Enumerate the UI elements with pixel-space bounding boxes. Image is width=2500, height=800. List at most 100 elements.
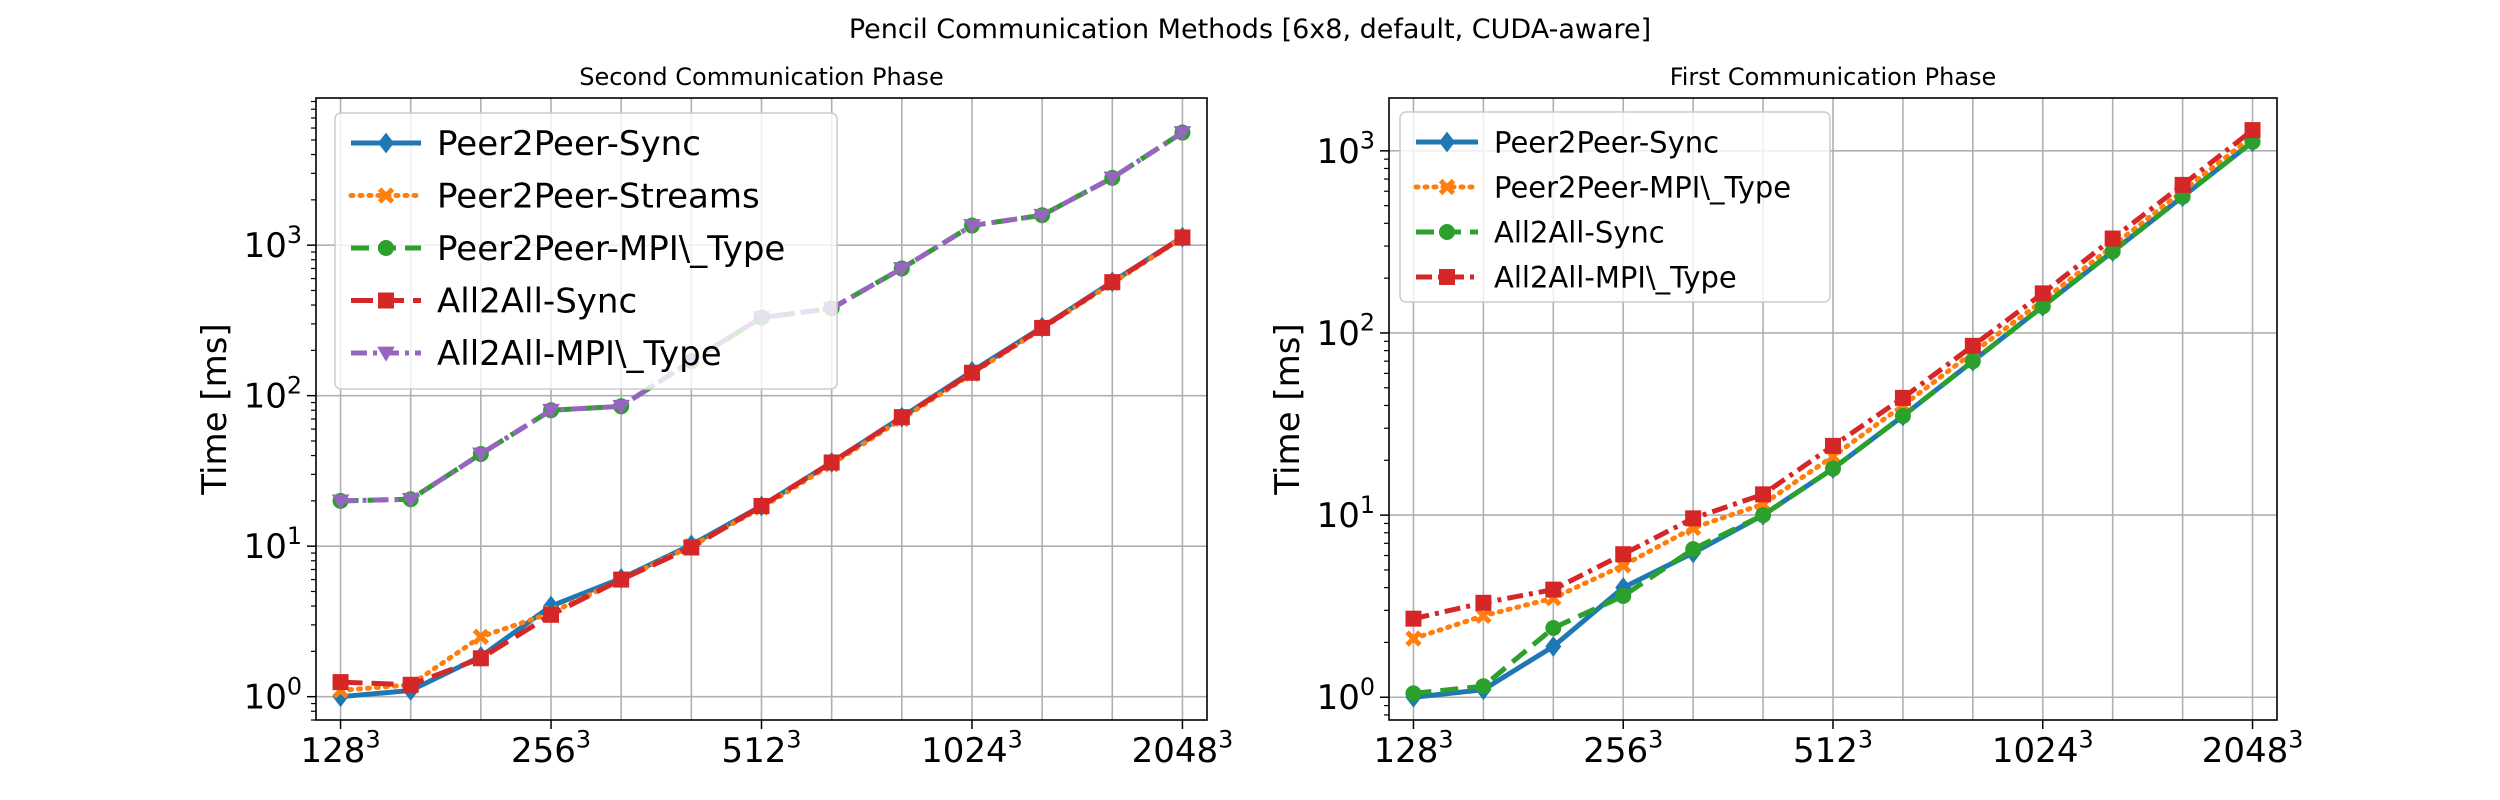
data-point	[1475, 607, 1492, 624]
data-point	[1825, 460, 1841, 477]
x-tick-label: 2563	[511, 726, 591, 771]
legend-item: Peer2Peer-Streams	[348, 177, 760, 217]
data-point	[613, 571, 630, 588]
y-tick-label: 103	[1317, 127, 1375, 172]
data-point	[893, 262, 911, 278]
data-point	[542, 403, 560, 420]
data-point	[1964, 337, 1981, 354]
y-tick-label: 101	[244, 522, 302, 567]
data-point	[332, 674, 349, 691]
data-point	[1174, 229, 1191, 246]
x-tick-label: 1283	[1373, 726, 1453, 771]
data-point	[472, 650, 489, 667]
legend-item: All2All-Sync	[1416, 215, 1665, 249]
series-all2all-sync	[1405, 133, 2261, 702]
legend: Peer2Peer-Sync Peer2Peer-MPI\_Type All2All…	[1399, 111, 1831, 303]
legend-item: Peer2Peer-MPI\_Type	[1413, 170, 1791, 204]
data-point	[1685, 541, 1702, 558]
data-point	[1545, 636, 1562, 657]
data-point	[1755, 486, 1772, 503]
legend-marker	[377, 346, 395, 362]
legend-marker	[1439, 269, 1455, 285]
data-point	[402, 676, 419, 693]
data-point	[683, 539, 700, 556]
legend-item: All2All-MPI\_Type	[1416, 260, 1737, 294]
legend-box	[1399, 111, 1831, 303]
x-tick-label: 10243	[1992, 726, 2094, 771]
legend-marker	[1439, 224, 1455, 240]
legend-marker	[378, 292, 394, 309]
legend-item: Peer2Peer-MPI\_Type	[351, 229, 785, 269]
legend: Peer2Peer-Sync Peer2Peer-Streams Peer2Peer…	[334, 112, 838, 390]
legend-label: All2All-Sync	[1494, 215, 1665, 249]
chart-first-phase: 100 101 102 103 1283 2563 5123 10243 20483 First …	[1268, 63, 2303, 771]
chart-title: First Communication Phase	[1670, 63, 1997, 91]
y-axis-label: Time [ms]	[1268, 323, 1308, 495]
x-tick-label: 20483	[1132, 726, 1234, 771]
data-point	[1894, 408, 1911, 425]
data-point	[1103, 171, 1122, 187]
legend-label: Peer2Peer-Sync	[437, 124, 701, 164]
y-tick-label: 102	[244, 371, 302, 416]
plot-frame	[1388, 97, 2278, 721]
legend-label: All2All-MPI\_Type	[1494, 260, 1737, 294]
legend-item: All2All-Sync	[351, 282, 637, 322]
data-point	[1615, 587, 1632, 604]
legend-label: Peer2Peer-MPI\_Type	[437, 229, 785, 269]
x-tick-label: 2563	[1583, 726, 1663, 771]
data-point	[1405, 610, 1422, 627]
data-point	[2034, 285, 2051, 302]
data-point	[1104, 274, 1121, 291]
x-tick-label: 5123	[1793, 726, 1873, 771]
chart-title: Second Communication Phase	[579, 63, 943, 91]
legend-marker	[378, 132, 394, 154]
data-point	[1685, 510, 1702, 527]
data-point	[963, 219, 981, 235]
legend-label: Peer2Peer-MPI\_Type	[1494, 170, 1791, 204]
data-point	[753, 497, 770, 514]
x-tick-label: 1283	[301, 726, 381, 771]
data-point	[963, 364, 980, 381]
data-point	[1405, 630, 1422, 647]
legend-label: All2All-Sync	[437, 282, 637, 322]
x-tick-label: 20483	[2202, 726, 2304, 771]
data-point	[2244, 122, 2261, 139]
y-tick-label: 102	[1317, 309, 1375, 354]
legend-marker	[1439, 131, 1455, 153]
legend-box	[334, 112, 838, 390]
data-point	[1755, 507, 1772, 524]
data-point	[612, 399, 630, 416]
data-point	[1964, 353, 1981, 370]
chart-second-phase: 100 101 102 103 1283 2563 5123 10243 20483 Second…	[195, 63, 1233, 771]
legend-label: All2All-MPI\_Type	[437, 334, 722, 374]
y-tick-label: 100	[244, 672, 302, 717]
data-point	[1475, 594, 1492, 611]
figure-title: Pencil Communication Methods [6x8, defau…	[849, 14, 1651, 45]
data-point	[1545, 619, 1562, 636]
data-point	[2104, 243, 2121, 260]
legend-marker	[378, 240, 394, 256]
legend-label: Peer2Peer-Streams	[437, 177, 760, 217]
data-point	[401, 492, 420, 509]
data-point	[1894, 389, 1911, 406]
data-point	[1033, 208, 1051, 225]
series-all2all-sync	[332, 229, 1191, 693]
legend-item: Peer2Peer-Sync	[1416, 125, 1719, 159]
legend-item: Peer2Peer-Sync	[351, 124, 701, 164]
data-point	[543, 606, 560, 623]
data-point	[1475, 678, 1492, 695]
legend-marker	[377, 187, 395, 204]
legend-item: All2All-MPI\_Type	[351, 334, 722, 374]
y-axis-label: Time [ms]	[195, 323, 235, 495]
data-point	[2174, 176, 2191, 193]
legend-marker	[1438, 178, 1456, 196]
data-point	[1825, 437, 1841, 454]
y-tick-label: 101	[1317, 491, 1375, 536]
plot-frame	[315, 97, 1208, 721]
data-point	[893, 409, 910, 426]
data-point	[472, 628, 490, 645]
data-point	[331, 494, 350, 510]
series-all2all-mpi-type	[1405, 122, 2261, 627]
legend-label: Peer2Peer-Sync	[1494, 125, 1719, 159]
